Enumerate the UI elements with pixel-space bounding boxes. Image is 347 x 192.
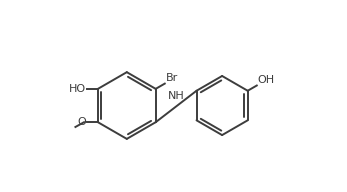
Text: Br: Br xyxy=(166,73,178,83)
Text: HO: HO xyxy=(69,84,86,94)
Text: OH: OH xyxy=(258,74,275,84)
Text: O: O xyxy=(78,117,86,127)
Text: NH: NH xyxy=(168,91,185,101)
